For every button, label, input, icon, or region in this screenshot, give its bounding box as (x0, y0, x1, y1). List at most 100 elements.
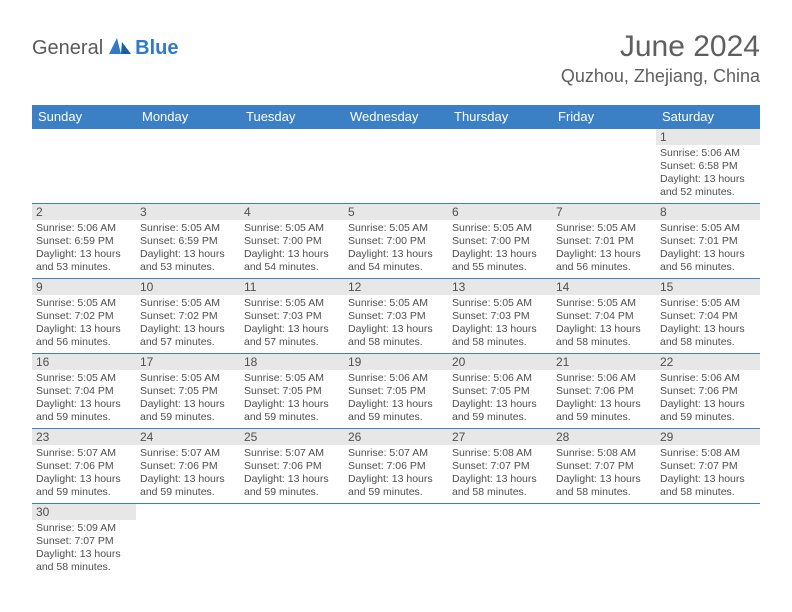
day-sunset: Sunset: 7:03 PM (348, 310, 444, 323)
day-sunrise: Sunrise: 5:06 AM (36, 222, 132, 235)
day-number: 29 (656, 429, 760, 445)
day-info: Sunrise: 5:07 AMSunset: 7:06 PMDaylight:… (32, 445, 136, 503)
day-info: Sunrise: 5:07 AMSunset: 7:06 PMDaylight:… (240, 445, 344, 503)
day-sunset: Sunset: 7:06 PM (244, 460, 340, 473)
day-info: Sunrise: 5:05 AMSunset: 7:02 PMDaylight:… (32, 295, 136, 353)
day-sunrise: Sunrise: 5:05 AM (140, 222, 236, 235)
day-daylight1: Daylight: 13 hours (556, 248, 652, 261)
day-daylight1: Daylight: 13 hours (36, 323, 132, 336)
day-daylight1: Daylight: 13 hours (452, 398, 548, 411)
day-number: 14 (552, 279, 656, 295)
day-daylight2: and 58 minutes. (452, 486, 548, 499)
weekday-header: Saturday (656, 105, 760, 129)
day-daylight2: and 58 minutes. (660, 336, 756, 349)
day-number: 20 (448, 354, 552, 370)
day-daylight1: Daylight: 13 hours (348, 398, 444, 411)
day-daylight1: Daylight: 13 hours (348, 323, 444, 336)
day-number: 5 (344, 204, 448, 220)
calendar-cell (552, 504, 656, 579)
day-sunrise: Sunrise: 5:06 AM (348, 372, 444, 385)
calendar-row: 30Sunrise: 5:09 AMSunset: 7:07 PMDayligh… (32, 504, 760, 579)
day-sunset: Sunset: 7:06 PM (556, 385, 652, 398)
day-number: 24 (136, 429, 240, 445)
day-info: Sunrise: 5:05 AMSunset: 6:59 PMDaylight:… (136, 220, 240, 278)
calendar-cell: 23Sunrise: 5:07 AMSunset: 7:06 PMDayligh… (32, 429, 136, 504)
day-daylight1: Daylight: 13 hours (36, 473, 132, 486)
day-daylight2: and 54 minutes. (244, 261, 340, 274)
day-daylight2: and 55 minutes. (452, 261, 548, 274)
calendar-cell (136, 504, 240, 579)
calendar-cell: 3Sunrise: 5:05 AMSunset: 6:59 PMDaylight… (136, 204, 240, 279)
day-sunset: Sunset: 7:03 PM (452, 310, 548, 323)
calendar-row: 23Sunrise: 5:07 AMSunset: 7:06 PMDayligh… (32, 429, 760, 504)
calendar-cell: 18Sunrise: 5:05 AMSunset: 7:05 PMDayligh… (240, 354, 344, 429)
calendar-cell: 5Sunrise: 5:05 AMSunset: 7:00 PMDaylight… (344, 204, 448, 279)
day-daylight2: and 59 minutes. (348, 411, 444, 424)
calendar-cell (448, 129, 552, 204)
calendar-row: 16Sunrise: 5:05 AMSunset: 7:04 PMDayligh… (32, 354, 760, 429)
day-sunset: Sunset: 7:02 PM (140, 310, 236, 323)
day-daylight1: Daylight: 13 hours (140, 398, 236, 411)
day-sunrise: Sunrise: 5:05 AM (556, 222, 652, 235)
day-number: 16 (32, 354, 136, 370)
calendar-cell: 17Sunrise: 5:05 AMSunset: 7:05 PMDayligh… (136, 354, 240, 429)
day-sunset: Sunset: 7:07 PM (556, 460, 652, 473)
day-daylight2: and 58 minutes. (348, 336, 444, 349)
day-info: Sunrise: 5:08 AMSunset: 7:07 PMDaylight:… (552, 445, 656, 503)
day-sunset: Sunset: 7:07 PM (660, 460, 756, 473)
calendar-body: 1Sunrise: 5:06 AMSunset: 6:58 PMDaylight… (32, 129, 760, 579)
calendar-cell: 9Sunrise: 5:05 AMSunset: 7:02 PMDaylight… (32, 279, 136, 354)
day-number: 23 (32, 429, 136, 445)
calendar-cell: 19Sunrise: 5:06 AMSunset: 7:05 PMDayligh… (344, 354, 448, 429)
day-daylight2: and 53 minutes. (140, 261, 236, 274)
calendar-cell: 1Sunrise: 5:06 AMSunset: 6:58 PMDaylight… (656, 129, 760, 204)
day-sunrise: Sunrise: 5:05 AM (348, 222, 444, 235)
sail-icon (107, 36, 133, 61)
day-daylight2: and 53 minutes. (36, 261, 132, 274)
day-number: 30 (32, 504, 136, 520)
day-daylight2: and 59 minutes. (348, 486, 444, 499)
day-info: Sunrise: 5:07 AMSunset: 7:06 PMDaylight:… (136, 445, 240, 503)
day-sunrise: Sunrise: 5:05 AM (660, 222, 756, 235)
day-daylight2: and 58 minutes. (660, 486, 756, 499)
day-sunset: Sunset: 7:04 PM (36, 385, 132, 398)
day-info: Sunrise: 5:05 AMSunset: 7:05 PMDaylight:… (240, 370, 344, 428)
day-daylight2: and 59 minutes. (140, 411, 236, 424)
day-number: 28 (552, 429, 656, 445)
day-info: Sunrise: 5:06 AMSunset: 7:06 PMDaylight:… (656, 370, 760, 428)
day-info: Sunrise: 5:05 AMSunset: 7:02 PMDaylight:… (136, 295, 240, 353)
day-daylight1: Daylight: 13 hours (556, 398, 652, 411)
calendar-cell: 21Sunrise: 5:06 AMSunset: 7:06 PMDayligh… (552, 354, 656, 429)
day-number: 22 (656, 354, 760, 370)
day-sunset: Sunset: 7:05 PM (140, 385, 236, 398)
day-daylight1: Daylight: 13 hours (348, 248, 444, 261)
day-daylight2: and 56 minutes. (36, 336, 132, 349)
day-info: Sunrise: 5:06 AMSunset: 7:06 PMDaylight:… (552, 370, 656, 428)
day-sunrise: Sunrise: 5:09 AM (36, 522, 132, 535)
day-daylight2: and 54 minutes. (348, 261, 444, 274)
day-sunrise: Sunrise: 5:08 AM (556, 447, 652, 460)
day-sunset: Sunset: 7:00 PM (244, 235, 340, 248)
day-sunrise: Sunrise: 5:05 AM (140, 297, 236, 310)
day-daylight2: and 59 minutes. (244, 411, 340, 424)
logo: General Blue (32, 36, 179, 61)
calendar-cell: 8Sunrise: 5:05 AMSunset: 7:01 PMDaylight… (656, 204, 760, 279)
day-daylight1: Daylight: 13 hours (244, 248, 340, 261)
weekday-header: Sunday (32, 105, 136, 129)
calendar-cell: 14Sunrise: 5:05 AMSunset: 7:04 PMDayligh… (552, 279, 656, 354)
day-info: Sunrise: 5:06 AMSunset: 7:05 PMDaylight:… (344, 370, 448, 428)
day-sunset: Sunset: 7:05 PM (348, 385, 444, 398)
day-info: Sunrise: 5:08 AMSunset: 7:07 PMDaylight:… (656, 445, 760, 503)
day-info: Sunrise: 5:09 AMSunset: 7:07 PMDaylight:… (32, 520, 136, 578)
day-info: Sunrise: 5:05 AMSunset: 7:00 PMDaylight:… (344, 220, 448, 278)
day-sunset: Sunset: 7:07 PM (36, 535, 132, 548)
day-daylight1: Daylight: 13 hours (244, 398, 340, 411)
day-number: 18 (240, 354, 344, 370)
day-sunset: Sunset: 7:01 PM (556, 235, 652, 248)
day-daylight1: Daylight: 13 hours (36, 248, 132, 261)
day-daylight1: Daylight: 13 hours (140, 473, 236, 486)
calendar-cell (552, 129, 656, 204)
day-number: 6 (448, 204, 552, 220)
logo-text-general: General (32, 37, 103, 60)
day-sunset: Sunset: 6:58 PM (660, 160, 756, 173)
